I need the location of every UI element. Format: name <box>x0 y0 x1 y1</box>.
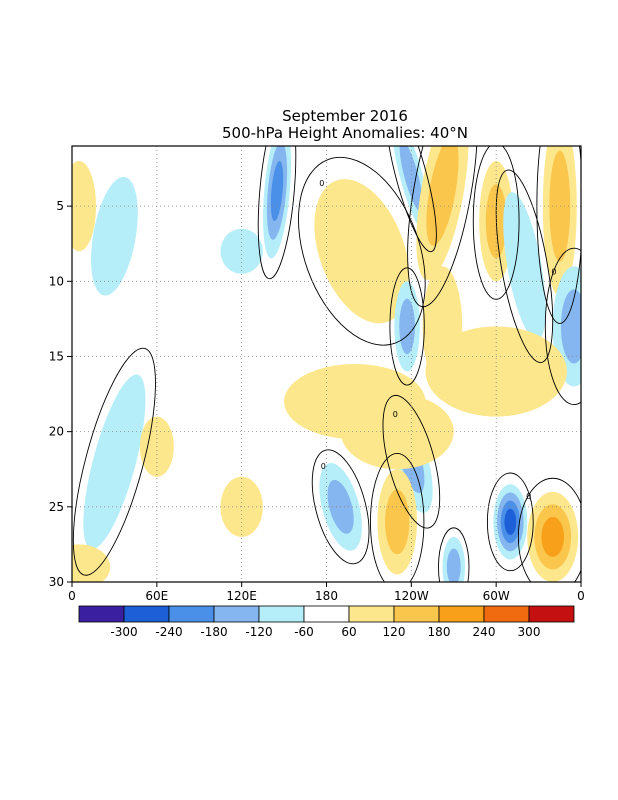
anomaly-center <box>503 192 546 341</box>
colorbar-swatch <box>78 605 125 623</box>
contour-line <box>257 146 297 280</box>
anomaly-shade <box>83 374 146 550</box>
contour-label: 0 <box>321 462 326 471</box>
colorbar-label: 120 <box>383 625 406 639</box>
anomaly-center <box>416 146 469 281</box>
anomaly-shade <box>72 544 111 582</box>
colorbar-label: -300 <box>110 625 137 639</box>
colorbar-label: 60 <box>341 625 356 639</box>
anomaly-shade <box>426 146 459 246</box>
anomaly-center <box>220 228 263 274</box>
anomaly-shade <box>91 176 138 296</box>
contour-line <box>72 347 156 576</box>
contour-line <box>544 247 581 406</box>
x-tick-label: 120W <box>394 589 429 603</box>
colorbar-label: -120 <box>245 625 272 639</box>
colorbar-swatch <box>438 605 485 623</box>
anomaly-shade <box>549 150 571 262</box>
colorbar-swatch <box>348 605 395 623</box>
y-tick-label: 20 <box>49 425 64 439</box>
colorbar-swatch <box>213 605 260 623</box>
x-tick-label: 60W <box>483 589 510 603</box>
contour-line <box>382 394 441 529</box>
anomaly-shade <box>340 394 454 470</box>
contour-label: 0 <box>420 105 425 114</box>
contour-label: 0 <box>393 410 398 419</box>
contour-line <box>407 146 478 308</box>
chart-title: September 2016 <box>282 107 408 125</box>
y-tick-label: 30 <box>49 575 64 589</box>
colorbar-label: -180 <box>200 625 227 639</box>
x-tick-label: 0 <box>68 589 76 603</box>
anomaly-shade <box>541 516 565 557</box>
anomaly-center <box>314 179 410 324</box>
contour-line <box>472 146 520 300</box>
contour-line <box>517 477 581 582</box>
anomaly-center <box>83 374 146 550</box>
x-tick-label: 0 <box>577 589 585 603</box>
anomaly-shade <box>446 548 461 582</box>
anomaly-center <box>527 491 579 582</box>
anomaly-center <box>394 281 420 372</box>
contour-line <box>495 169 554 364</box>
colorbar-label: 180 <box>428 625 451 639</box>
anomaly-center <box>542 146 577 297</box>
anomaly-shade <box>504 508 517 535</box>
contour-line <box>385 146 437 253</box>
anomaly-shade <box>385 489 410 555</box>
colorbar-swatch <box>123 605 170 623</box>
anomaly-shade <box>314 179 410 324</box>
anomaly-center <box>425 326 567 417</box>
contour-line <box>438 527 470 582</box>
contour-line <box>389 267 425 386</box>
colorbar-label: 300 <box>518 625 541 639</box>
contour-label: 0 <box>319 179 324 188</box>
colorbar-swatch <box>168 605 215 623</box>
x-tick-label: 120E <box>226 589 257 603</box>
contour-label: 0 <box>551 268 556 277</box>
contour-label: 0 <box>526 492 531 501</box>
colorbar-swatch <box>483 605 530 623</box>
anomaly-center <box>340 394 454 470</box>
colorbar-swatch <box>528 605 575 623</box>
y-tick-label: 15 <box>49 349 64 363</box>
anomaly-field <box>72 146 581 582</box>
colorbar: -300 -240 -180 -120 -60 60 120 180 240 300 <box>78 605 575 639</box>
y-tick-label: 10 <box>49 274 64 288</box>
anomaly-shade <box>425 326 567 417</box>
contour-line <box>370 453 425 582</box>
colorbar-swatch <box>258 605 305 623</box>
x-axis: 0 60E 120E 180 120W 60W 0 <box>68 582 585 603</box>
chart-subtitle: 500-hPa Height Anomalies: 40°N <box>222 124 468 142</box>
anomaly-shade <box>220 228 263 274</box>
contour-line <box>298 156 426 346</box>
grid-lines <box>72 146 581 582</box>
anomaly-center <box>91 176 138 296</box>
anomaly-shade <box>560 289 581 364</box>
x-tick-label: 180 <box>315 589 338 603</box>
x-tick-label: 60E <box>145 589 168 603</box>
contour-line <box>311 449 370 565</box>
anomaly-shade <box>399 298 415 355</box>
contour-label: 0 <box>541 120 546 129</box>
anomaly-center <box>493 484 528 560</box>
colorbar-swatch <box>393 605 440 623</box>
colorbar-swatch <box>303 605 350 623</box>
y-tick-label: 25 <box>49 500 64 514</box>
anomaly-shade <box>503 192 546 341</box>
anomaly-center <box>442 536 466 582</box>
anomaly-center <box>72 544 111 582</box>
contour-line <box>486 472 534 572</box>
colorbar-label: -60 <box>294 625 314 639</box>
anomaly-center <box>377 469 417 575</box>
anomaly-shade <box>399 146 424 212</box>
y-tick-label: 5 <box>56 199 64 213</box>
colorbar-label: -240 <box>155 625 182 639</box>
y-axis: 5 10 15 20 25 30 <box>49 199 72 589</box>
colorbar-label: 240 <box>473 625 496 639</box>
